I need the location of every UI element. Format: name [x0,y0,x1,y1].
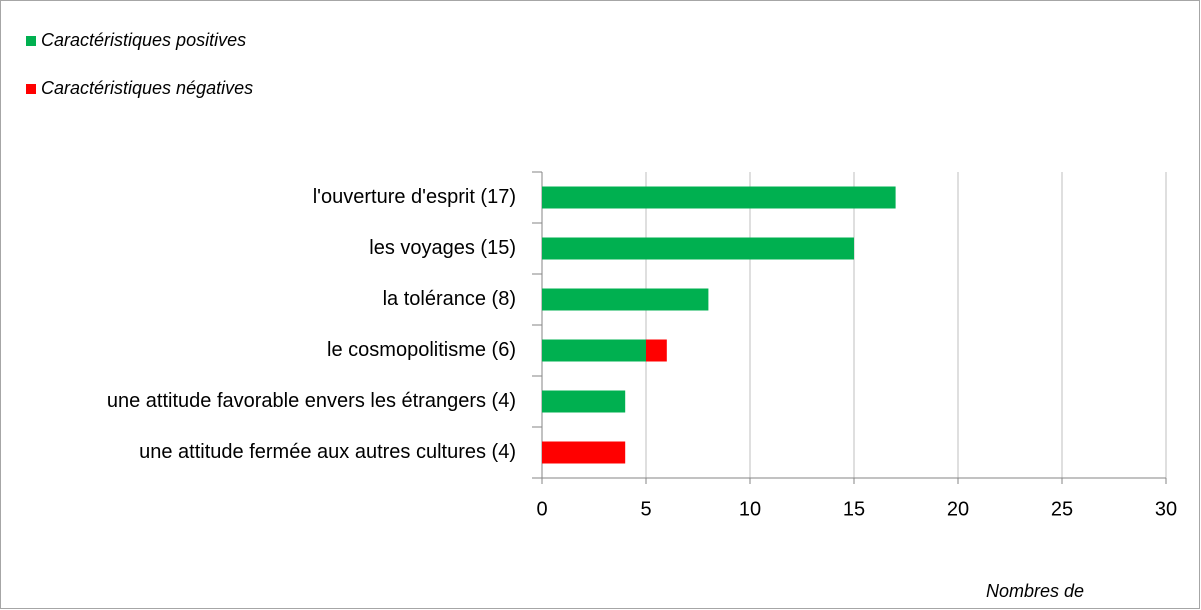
bar [542,288,709,311]
y-tick-label: l'ouverture d'esprit (17) [313,186,516,208]
y-tick-label: une attitude favorable envers les étrang… [107,390,516,412]
x-tick-label: 0 [536,498,547,520]
x-tick-label: 10 [739,498,761,520]
y-tick-label: la tolérance (8) [383,288,516,310]
legend-swatch [26,84,36,94]
x-tick-label: 30 [1155,498,1177,520]
legend-label: Caractéristiques négatives [41,78,253,98]
x-tick-label: 5 [640,498,651,520]
legend-label: Caractéristiques positives [41,30,246,50]
x-tick-label: 15 [843,498,865,520]
y-tick-label: le cosmopolitisme (6) [327,339,516,361]
bar [542,441,626,464]
y-tick-label: les voyages (15) [369,237,516,259]
bar [542,237,854,260]
bar [542,390,626,413]
x-tick-label: 25 [1051,498,1073,520]
bar [542,339,646,362]
legend-swatch [26,36,36,46]
y-tick-label: une attitude fermée aux autres cultures … [139,441,516,463]
bar [646,339,667,362]
x-axis-label: Nombres de [986,581,1084,601]
x-tick-label: 20 [947,498,969,520]
bar [542,186,896,209]
